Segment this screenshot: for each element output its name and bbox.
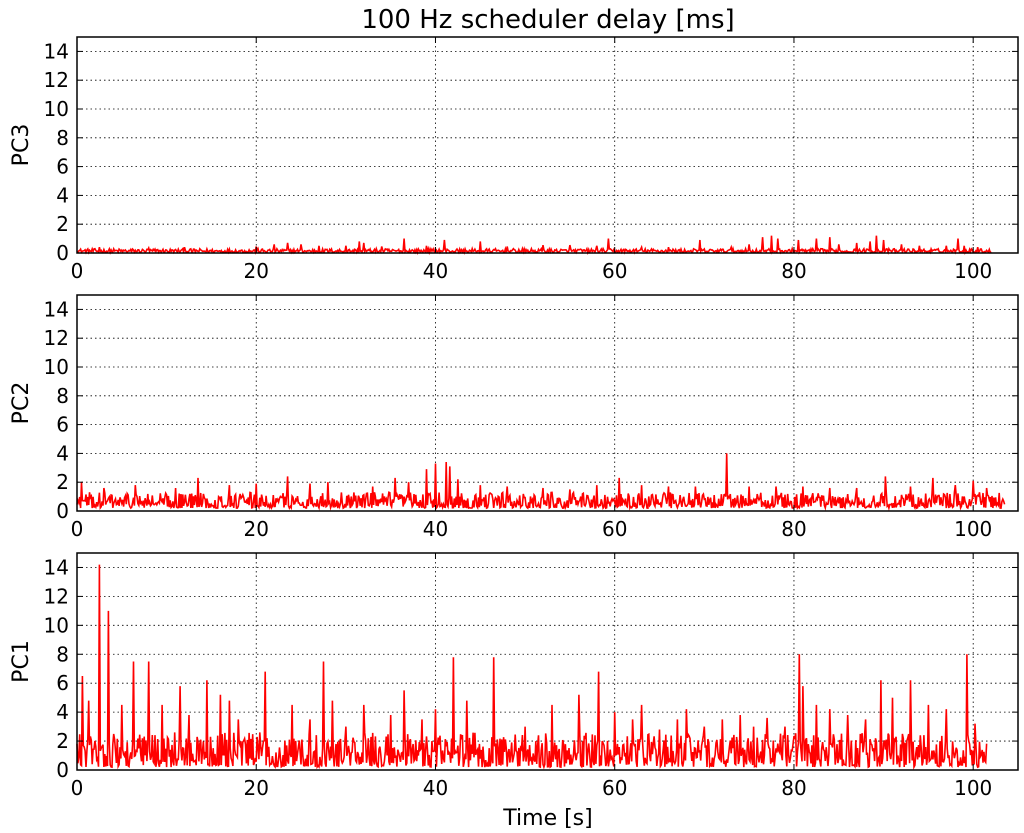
x-tick-label: 60	[602, 517, 627, 541]
y-tick-label: 14	[44, 39, 69, 63]
y-tick-label: 12	[44, 68, 69, 92]
y-tick-label: 12	[44, 326, 69, 350]
x-tick-label: 20	[244, 259, 269, 283]
x-tick-label: 40	[423, 517, 448, 541]
y-tick-label: 6	[56, 413, 69, 437]
y-tick-label: 4	[56, 183, 69, 207]
axes-frame	[76, 552, 1019, 771]
x-tick-label: 0	[71, 259, 84, 283]
x-tick-label: 40	[423, 776, 448, 800]
x-axis-label: Time [s]	[502, 806, 592, 831]
y-tick-label: 4	[56, 441, 69, 465]
x-tick-label: 100	[954, 259, 992, 283]
y-tick-label: 10	[44, 97, 69, 121]
y-tick-label: 8	[56, 384, 69, 408]
x-tick-label: 80	[781, 259, 806, 283]
x-tick-label: 20	[244, 776, 269, 800]
y-tick-label: 2	[56, 212, 69, 236]
y-tick-label: 0	[56, 241, 69, 265]
y-axis-label: PC1	[9, 640, 34, 683]
x-tick-label: 100	[954, 517, 992, 541]
y-tick-label: 0	[56, 499, 69, 523]
x-tick-label: 100	[954, 776, 992, 800]
y-tick-label: 6	[56, 155, 69, 179]
y-tick-label: 14	[44, 297, 69, 321]
axes-frame	[76, 294, 1019, 512]
x-tick-label: 0	[71, 776, 84, 800]
y-tick-label: 2	[56, 729, 69, 753]
y-tick-label: 8	[56, 642, 69, 666]
y-axis-label: PC2	[9, 382, 34, 425]
x-tick-label: 80	[781, 517, 806, 541]
y-axis-label: PC3	[9, 124, 34, 167]
series-line	[76, 564, 988, 771]
y-tick-label: 12	[44, 584, 69, 608]
y-tick-label: 4	[56, 700, 69, 724]
y-tick-label: 6	[56, 671, 69, 695]
chart-title: 100 Hz scheduler delay [ms]	[361, 5, 734, 35]
y-tick-label: 2	[56, 470, 69, 494]
series-line	[76, 453, 1006, 512]
x-tick-label: 60	[602, 776, 627, 800]
series-line	[77, 235, 992, 256]
y-tick-label: 10	[44, 355, 69, 379]
x-tick-label: 20	[244, 517, 269, 541]
x-tick-label: 40	[423, 259, 448, 283]
y-tick-label: 0	[56, 758, 69, 782]
axes-frame	[76, 36, 1019, 254]
y-tick-label: 14	[44, 555, 69, 579]
x-tick-label: 0	[71, 517, 84, 541]
y-tick-label: 8	[56, 126, 69, 150]
x-tick-label: 80	[781, 776, 806, 800]
x-tick-label: 60	[602, 259, 627, 283]
y-tick-label: 10	[44, 613, 69, 637]
